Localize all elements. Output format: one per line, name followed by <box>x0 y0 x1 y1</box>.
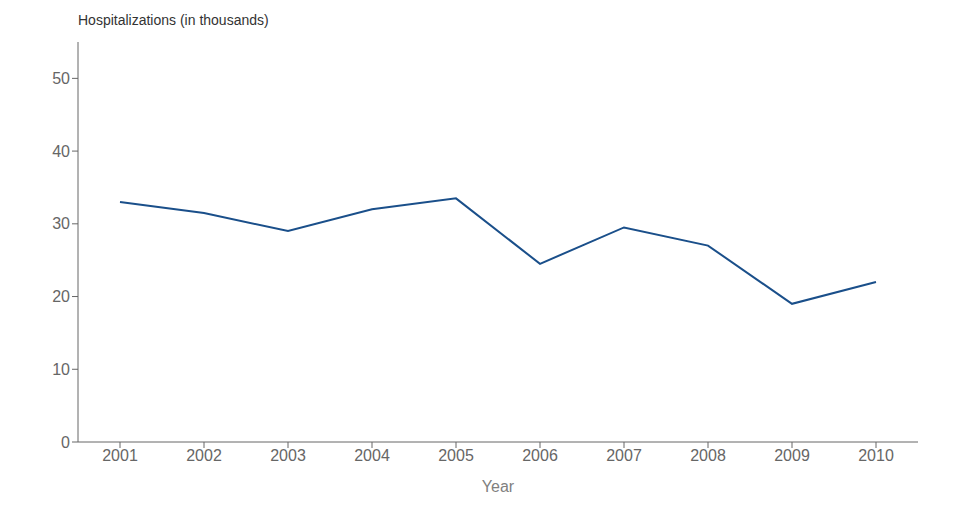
svg-text:20: 20 <box>52 288 70 305</box>
svg-text:2001: 2001 <box>102 447 138 464</box>
svg-text:30: 30 <box>52 215 70 232</box>
svg-text:2005: 2005 <box>438 447 474 464</box>
svg-text:40: 40 <box>52 143 70 160</box>
svg-text:Year: Year <box>482 478 515 495</box>
svg-text:10: 10 <box>52 361 70 378</box>
svg-text:50: 50 <box>52 70 70 87</box>
svg-text:2007: 2007 <box>606 447 642 464</box>
svg-text:2002: 2002 <box>186 447 222 464</box>
svg-text:2009: 2009 <box>774 447 810 464</box>
svg-text:2004: 2004 <box>354 447 390 464</box>
svg-text:0: 0 <box>61 434 70 451</box>
html-text:Hospitalizations (in thousands: Hospitalizations (in thousands) <box>78 12 269 28</box>
svg-text:2008: 2008 <box>690 447 726 464</box>
svg-text:2006: 2006 <box>522 447 558 464</box>
svg-text:2010: 2010 <box>858 447 894 464</box>
svg-text:2003: 2003 <box>270 447 306 464</box>
